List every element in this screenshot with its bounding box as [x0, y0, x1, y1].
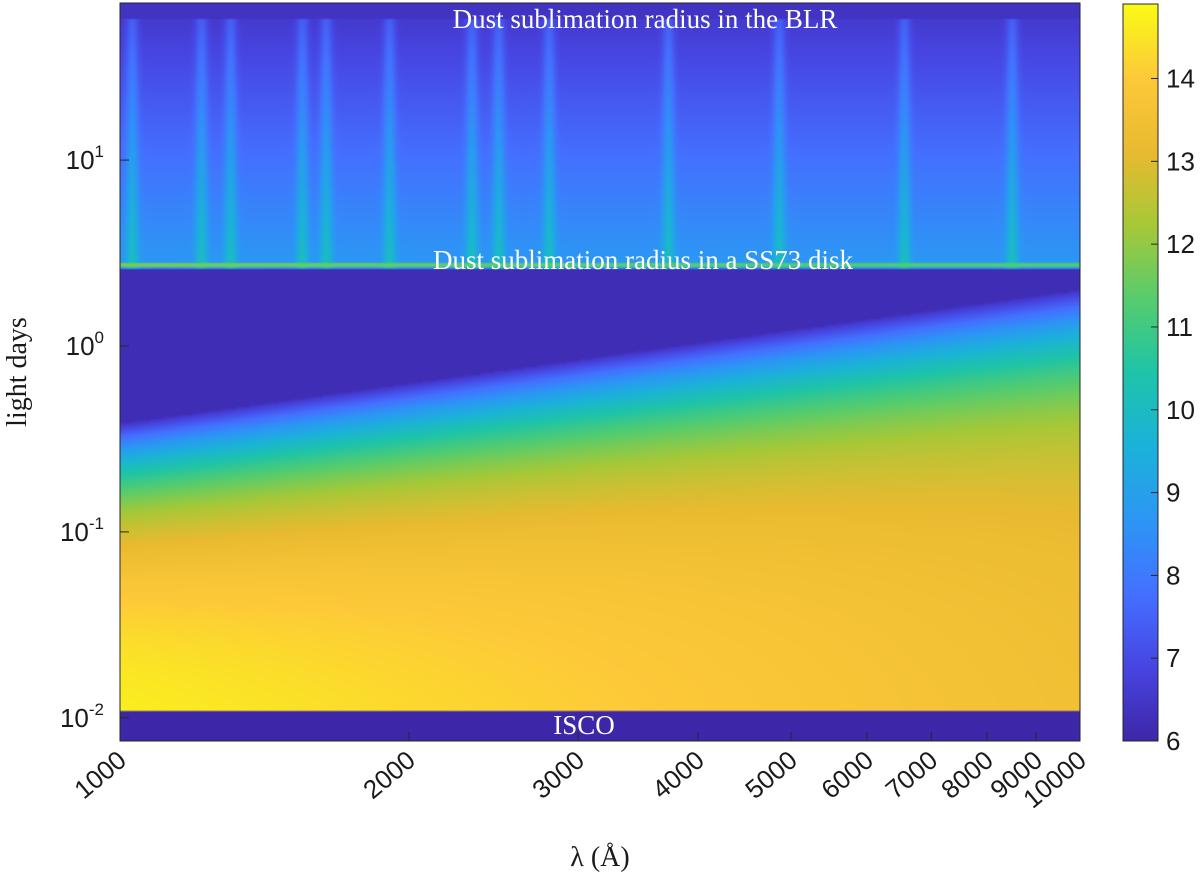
colorbar: 6 7 8 9 10 11 12 13 14 [1122, 3, 1195, 756]
colorbar-ticks: 6 7 8 9 10 11 12 13 14 [1151, 64, 1195, 756]
colorbar-tick-label: 6 [1166, 726, 1180, 756]
heatmap-plot-area: Dust sublimation radius in the BLR Dust … [119, 2, 1081, 742]
colorbar-gradient [1122, 3, 1159, 742]
colorbar-tick-label: 14 [1166, 64, 1195, 94]
y-tick-label: 101 [66, 142, 104, 175]
annotation-isco: ISCO [553, 710, 615, 740]
y-tick-label: 100 [66, 328, 104, 361]
y-axis-label: light days [2, 317, 33, 427]
heatmap-image [120, 3, 1080, 741]
colorbar-tick-label: 12 [1166, 229, 1195, 259]
y-axis: 10-2 10-1 100 101 [60, 142, 129, 733]
y-tick-label: 10-1 [60, 514, 104, 547]
x-axis: 1000 2000 3000 4000 5000 6000 7000800090001000… [68, 732, 1092, 814]
colorbar-tick-label: 9 [1166, 478, 1180, 508]
plot-frame [119, 2, 1081, 742]
x-tick-label: 5000 [739, 745, 803, 805]
colorbar-tick-label: 11 [1166, 312, 1193, 342]
colorbar-tick-label: 10 [1166, 395, 1195, 425]
y-tick-label: 10-2 [60, 700, 104, 733]
x-tick-label: 8000 [935, 745, 999, 805]
x-tick-label: 4000 [646, 745, 710, 805]
annotation-blr-dust-radius: Dust sublimation radius in the BLR [453, 4, 838, 34]
x-tick-label: 7000 [880, 745, 944, 805]
colorbar-tick-label: 8 [1166, 560, 1180, 590]
x-tick-label: 2000 [357, 745, 421, 805]
annotation-ss73-dust-radius: Dust sublimation radius in a SS73 disk [433, 245, 854, 275]
x-axis-label: λ (Å) [570, 842, 629, 873]
x-tick-label: 3000 [526, 745, 590, 805]
colorbar-tick-label: 7 [1166, 643, 1180, 673]
colorbar-tick-label: 13 [1166, 146, 1195, 176]
x-tick-label: 6000 [815, 745, 879, 805]
x-tick-label: 1000 [68, 745, 132, 805]
